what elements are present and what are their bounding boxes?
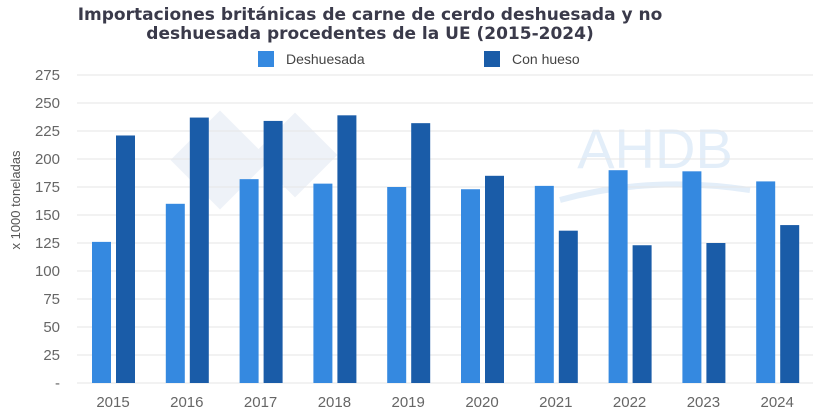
y-tick-label: 25 — [43, 347, 60, 364]
x-tick-label: 2019 — [392, 394, 425, 411]
chart-title-line-1: Importaciones británicas de carne de cer… — [77, 5, 663, 25]
bar-deshuesada-2023 — [682, 171, 702, 383]
y-tick-label: 100 — [35, 263, 60, 280]
bar-con-hueso-2018 — [337, 115, 357, 383]
bar-deshuesada-2016 — [165, 203, 185, 383]
bar-deshuesada-2021 — [534, 185, 554, 383]
x-tick-label: 2016 — [170, 394, 203, 411]
x-tick-label: 2024 — [761, 394, 794, 411]
bar-con-hueso-2023 — [706, 243, 726, 383]
bar-deshuesada-2020 — [461, 189, 480, 383]
bar-deshuesada-2015 — [92, 241, 111, 383]
x-tick-label: 2022 — [613, 394, 646, 411]
x-tick-label: 2021 — [539, 394, 572, 411]
y-tick-label: 175 — [35, 179, 60, 196]
bar-deshuesada-2017 — [239, 179, 259, 383]
y-axis-label: x 1000 toneladas — [8, 150, 23, 250]
bar-con-hueso-2016 — [189, 117, 209, 383]
bar-con-hueso-2021 — [558, 230, 578, 383]
chart-title-line-2: deshuesada procedentes de la UE (2015-20… — [146, 24, 594, 44]
x-tick-label: 2020 — [465, 394, 498, 411]
x-tick-label: 2017 — [244, 394, 277, 411]
y-tick-label: 125 — [35, 235, 60, 252]
bar-con-hueso-2022 — [632, 245, 652, 383]
bar-con-hueso-2019 — [411, 123, 431, 383]
legend-swatch — [484, 51, 500, 67]
legend-label: Deshuesada — [286, 51, 365, 67]
y-tick-label: - — [55, 375, 60, 392]
y-tick-label: 75 — [43, 291, 60, 308]
x-tick-label: 2015 — [96, 394, 129, 411]
y-tick-label: 200 — [35, 151, 60, 168]
y-tick-label: 50 — [43, 319, 60, 336]
y-tick-label: 225 — [35, 123, 60, 140]
bar-con-hueso-2020 — [485, 175, 504, 383]
bar-con-hueso-2015 — [116, 135, 135, 383]
legend-label: Con hueso — [512, 51, 580, 67]
y-tick-label: 275 — [35, 67, 60, 84]
bar-con-hueso-2024 — [780, 225, 800, 383]
bar-con-hueso-2017 — [263, 120, 283, 384]
y-tick-label: 250 — [35, 95, 60, 112]
x-tick-label: 2018 — [318, 394, 351, 411]
legend-swatch — [258, 51, 274, 67]
bar-deshuesada-2018 — [313, 183, 333, 383]
chart-title: Importaciones británicas de carne de cer… — [60, 6, 680, 44]
bar-deshuesada-2022 — [608, 170, 628, 383]
x-tick-label: 2023 — [687, 394, 720, 411]
y-tick-label: 150 — [35, 207, 60, 224]
bar-deshuesada-2019 — [387, 187, 407, 383]
bar-deshuesada-2024 — [756, 181, 776, 383]
watermark-logo: AHDB — [577, 117, 733, 180]
